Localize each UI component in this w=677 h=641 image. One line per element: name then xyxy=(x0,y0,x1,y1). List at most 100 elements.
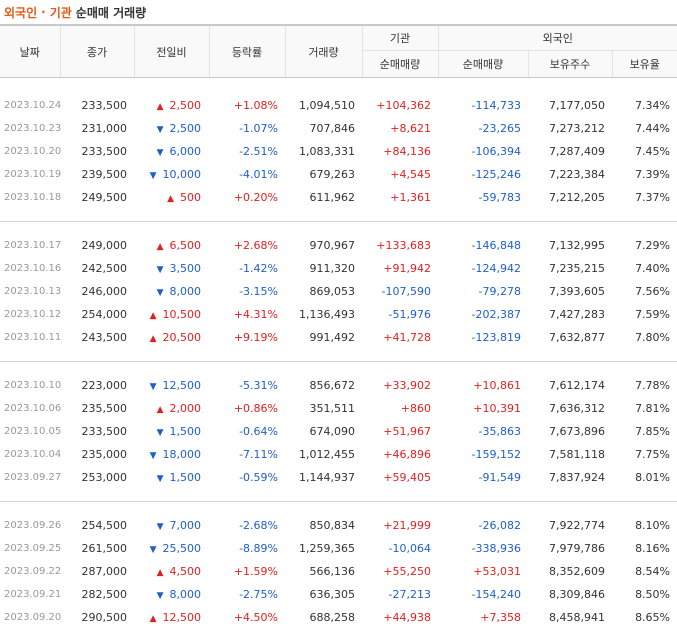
trading-table: 날짜 종가 전일비 등락률 거래량 기관 외국인 순매매량 순매매량 보유주수 … xyxy=(0,24,677,641)
triangle-down-icon: ▼ xyxy=(150,171,157,181)
cell-volume: 1,144,937 xyxy=(285,466,362,489)
spacer-cell xyxy=(0,502,677,514)
cell-rate: -7.11% xyxy=(209,443,285,466)
cell-date: 2023.10.04 xyxy=(0,443,60,466)
cell-institution-net: -107,590 xyxy=(362,280,438,303)
cell-rate: +1.08% xyxy=(209,94,285,117)
cell-institution-net: +84,136 xyxy=(362,140,438,163)
cell-close: 261,500 xyxy=(60,537,134,560)
cell-date: 2023.10.24 xyxy=(0,94,60,117)
cell-close: 249,000 xyxy=(60,234,134,257)
cell-foreign-ratio: 8.16% xyxy=(612,537,677,560)
title-foreign: 외국인 xyxy=(4,4,37,21)
change-value: 12,500 xyxy=(163,611,202,624)
cell-foreign-net: -106,394 xyxy=(438,140,528,163)
change-value: 1,500 xyxy=(170,425,202,438)
cell-volume: 869,053 xyxy=(285,280,362,303)
cell-foreign-shares: 7,636,312 xyxy=(528,397,612,420)
cell-rate: -2.51% xyxy=(209,140,285,163)
cell-institution-net: +55,250 xyxy=(362,560,438,583)
cell-foreign-shares: 8,309,846 xyxy=(528,583,612,606)
cell-change: ▼7,000 xyxy=(134,514,209,537)
cell-change: ▼18,000 xyxy=(134,443,209,466)
triangle-down-icon: ▼ xyxy=(157,428,164,438)
cell-date: 2023.09.26 xyxy=(0,514,60,537)
cell-change: ▲ 20,500 xyxy=(134,326,209,349)
cell-foreign-ratio: 8.54% xyxy=(612,560,677,583)
change-value: 8,000 xyxy=(170,285,202,298)
triangle-up-icon: ▲ xyxy=(157,242,164,252)
spacer-cell xyxy=(0,629,677,641)
cell-rate: -0.64% xyxy=(209,420,285,443)
change-value: 6,000 xyxy=(170,145,202,158)
cell-volume: 674,090 xyxy=(285,420,362,443)
cell-close: 287,000 xyxy=(60,560,134,583)
cell-foreign-net: -123,819 xyxy=(438,326,528,349)
cell-rate: -5.31% xyxy=(209,374,285,397)
cell-institution-net: +46,896 xyxy=(362,443,438,466)
triangle-up-icon: ▲ xyxy=(150,334,157,344)
cell-volume: 856,672 xyxy=(285,374,362,397)
header-change: 전일비 xyxy=(134,25,209,78)
cell-foreign-net: -26,082 xyxy=(438,514,528,537)
cell-volume: 1,136,493 xyxy=(285,303,362,326)
spacer-row xyxy=(0,629,677,641)
change-value: 2,500 xyxy=(170,99,202,112)
triangle-down-icon: ▼ xyxy=(157,591,164,601)
cell-rate: +4.50% xyxy=(209,606,285,629)
cell-foreign-net: -59,783 xyxy=(438,186,528,209)
cell-date: 2023.10.18 xyxy=(0,186,60,209)
cell-change: ▼ 1,500 xyxy=(134,466,209,489)
cell-rate: -1.42% xyxy=(209,257,285,280)
change-value: 18,000 xyxy=(163,448,202,461)
cell-close: 253,000 xyxy=(60,466,134,489)
cell-foreign-shares: 7,132,995 xyxy=(528,234,612,257)
triangle-up-icon: ▲ xyxy=(157,102,164,112)
cell-foreign-net: +53,031 xyxy=(438,560,528,583)
spacer-row xyxy=(0,362,677,374)
header-foreign-shares: 보유주수 xyxy=(528,51,612,78)
cell-date: 2023.10.10 xyxy=(0,374,60,397)
cell-close: 249,500 xyxy=(60,186,134,209)
header-institution-net: 순매매량 xyxy=(362,51,438,78)
cell-foreign-net: -124,942 xyxy=(438,257,528,280)
cell-foreign-net: -35,863 xyxy=(438,420,528,443)
cell-change: ▲6,500 xyxy=(134,234,209,257)
cell-close: 243,500 xyxy=(60,326,134,349)
cell-volume: 611,962 xyxy=(285,186,362,209)
cell-date: 2023.10.16 xyxy=(0,257,60,280)
cell-foreign-ratio: 7.85% xyxy=(612,420,677,443)
cell-foreign-shares: 7,979,786 xyxy=(528,537,612,560)
cell-date: 2023.10.13 xyxy=(0,280,60,303)
cell-date: 2023.10.23 xyxy=(0,117,60,140)
change-value: 3,500 xyxy=(170,262,202,275)
triangle-down-icon: ▼ xyxy=(157,474,164,484)
cell-rate: +9.19% xyxy=(209,326,285,349)
change-value: 1,500 xyxy=(170,471,202,484)
spacer-cell xyxy=(0,489,677,502)
cell-rate: -1.07% xyxy=(209,117,285,140)
cell-volume: 351,511 xyxy=(285,397,362,420)
change-value: 20,500 xyxy=(163,331,202,344)
triangle-down-icon: ▼ xyxy=(157,125,164,135)
title-separator: · xyxy=(41,5,46,19)
cell-date: 2023.10.05 xyxy=(0,420,60,443)
cell-foreign-ratio: 7.40% xyxy=(612,257,677,280)
header-date: 날짜 xyxy=(0,25,60,78)
cell-date: 2023.09.25 xyxy=(0,537,60,560)
cell-institution-net: +21,999 xyxy=(362,514,438,537)
cell-foreign-shares: 7,287,409 xyxy=(528,140,612,163)
cell-close: 290,500 xyxy=(60,606,134,629)
cell-date: 2023.09.21 xyxy=(0,583,60,606)
cell-close: 235,500 xyxy=(60,397,134,420)
cell-foreign-ratio: 7.44% xyxy=(612,117,677,140)
cell-close: 223,000 xyxy=(60,374,134,397)
header-institution-group: 기관 xyxy=(362,25,438,51)
triangle-down-icon: ▼ xyxy=(150,545,157,555)
cell-institution-net: +8,621 xyxy=(362,117,438,140)
